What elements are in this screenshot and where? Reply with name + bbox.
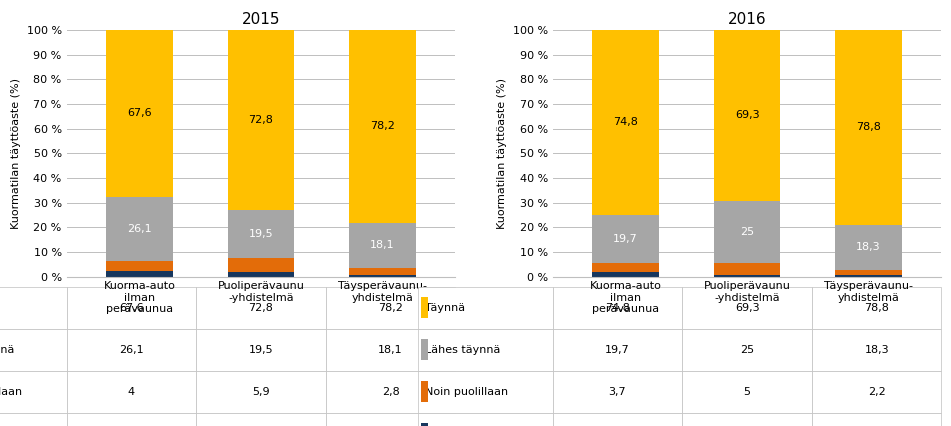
- Text: 19,7: 19,7: [613, 234, 638, 244]
- Bar: [349, 268, 416, 275]
- Bar: [349, 223, 416, 268]
- Y-axis label: Kuormatilan täyttöaste (%): Kuormatilan täyttöaste (%): [11, 78, 21, 229]
- Bar: [227, 258, 295, 273]
- Title: 2016: 2016: [728, 12, 767, 27]
- Bar: [713, 275, 781, 277]
- Bar: [349, 275, 416, 277]
- Text: 78,2: 78,2: [370, 121, 395, 132]
- Text: 69,3: 69,3: [735, 110, 760, 121]
- Bar: [592, 215, 659, 263]
- Bar: [107, 30, 173, 197]
- Text: 19,5: 19,5: [248, 229, 273, 239]
- Bar: [713, 201, 781, 263]
- Bar: [713, 263, 781, 275]
- Text: 18,3: 18,3: [856, 242, 881, 252]
- Bar: [227, 30, 295, 210]
- Bar: [592, 30, 659, 215]
- Text: 25: 25: [740, 227, 754, 237]
- Bar: [835, 276, 902, 277]
- Text: 78,8: 78,8: [856, 122, 881, 132]
- Bar: [107, 261, 173, 271]
- Bar: [592, 263, 659, 273]
- Bar: [713, 30, 781, 201]
- Bar: [227, 210, 295, 258]
- Bar: [835, 30, 902, 225]
- Bar: [107, 271, 173, 277]
- Text: 74,8: 74,8: [613, 117, 638, 127]
- Text: 18,1: 18,1: [370, 240, 395, 250]
- Bar: [107, 197, 173, 261]
- Bar: [835, 225, 902, 270]
- Title: 2015: 2015: [242, 12, 281, 27]
- Bar: [227, 273, 295, 277]
- Text: 26,1: 26,1: [127, 224, 152, 234]
- Text: 72,8: 72,8: [248, 115, 274, 125]
- Bar: [349, 30, 416, 223]
- Bar: [592, 273, 659, 277]
- Text: 67,6: 67,6: [127, 108, 152, 118]
- Y-axis label: Kuormatilan täyttöaste (%): Kuormatilan täyttöaste (%): [497, 78, 507, 229]
- Bar: [835, 270, 902, 276]
